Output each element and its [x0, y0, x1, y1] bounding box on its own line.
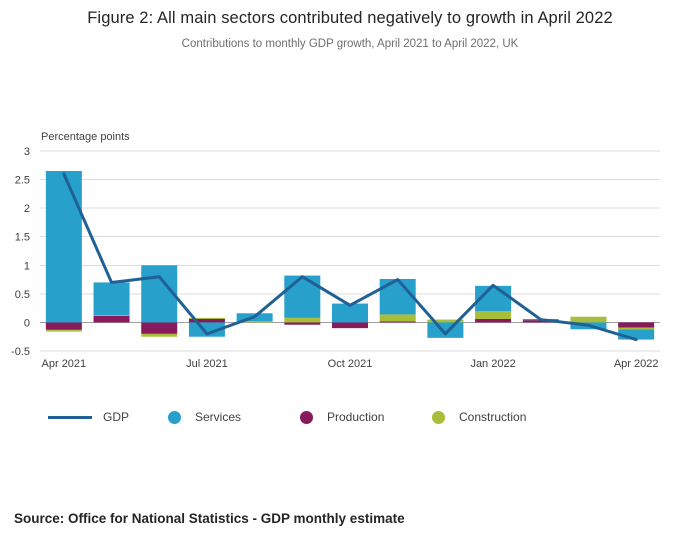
svg-text:Apr 2022: Apr 2022	[614, 358, 659, 370]
svg-text:0.5: 0.5	[15, 289, 30, 301]
production-dot-swatch	[300, 410, 313, 424]
legend-label-construction: Construction	[459, 410, 527, 424]
legend: GDP Services Production Construction	[0, 406, 700, 428]
legend-item-construction: Construction	[432, 406, 526, 428]
figure-subtitle: Contributions to monthly GDP growth, Apr…	[181, 38, 519, 50]
construction-dot-swatch	[432, 410, 445, 424]
figure-title: Figure 2: All main sectors contributed n…	[87, 9, 613, 27]
svg-text:2: 2	[24, 203, 30, 215]
svg-text:3: 3	[24, 146, 30, 158]
services-dot-swatch	[168, 410, 181, 424]
svg-text:Oct 2021: Oct 2021	[328, 358, 373, 370]
svg-text:-0.5: -0.5	[11, 346, 30, 358]
gdp-line-swatch	[48, 415, 92, 419]
legend-label-gdp: GDP	[103, 410, 130, 424]
svg-text:Apr 2021: Apr 2021	[42, 358, 87, 370]
chart-canvas: 3 2.5 2 1.5 1 0.5 0 -0.5 Apr 2021 Jul 2021 Oct 202…	[11, 146, 660, 370]
svg-text:1: 1	[24, 260, 30, 272]
svg-text:1.5: 1.5	[15, 232, 30, 244]
svg-text:Jan 2022: Jan 2022	[470, 358, 515, 370]
legend-item-gdp: GDP	[48, 406, 129, 428]
legend-label-production: Production	[327, 410, 385, 424]
svg-text:Jul 2021: Jul 2021	[186, 358, 228, 370]
source-text: Source: Office for National Statistics -…	[14, 511, 405, 526]
chart-area: 3 2.5 2 1.5 1 0.5 0 -0.5 Apr 2021 Jul 2021 Oct 202…	[0, 145, 700, 380]
svg-text:0: 0	[24, 317, 30, 329]
legend-label-services: Services	[195, 410, 242, 424]
legend-item-production: Production	[300, 406, 384, 428]
svg-text:2.5: 2.5	[15, 175, 30, 187]
legend-item-services: Services	[168, 406, 241, 428]
y-axis-unit-label: Percentage points	[41, 131, 130, 143]
